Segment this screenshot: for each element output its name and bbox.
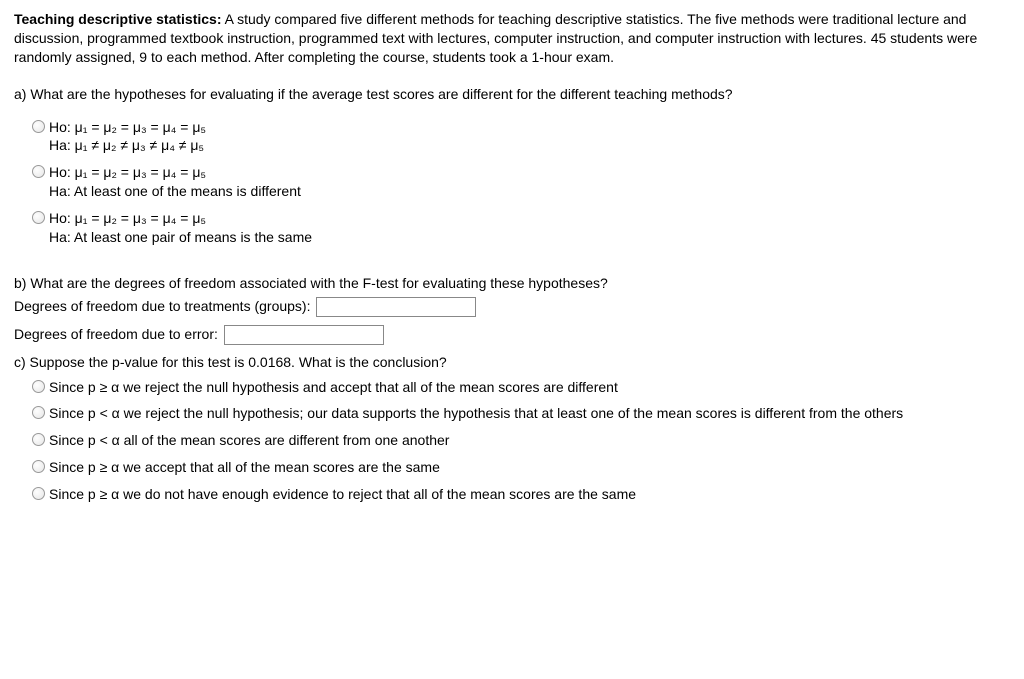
df-treatments-input[interactable] <box>316 297 476 317</box>
option-a3-ha: Ha: At least one pair of means is the sa… <box>49 229 312 245</box>
part-b-question: b) What are the degrees of freedom assoc… <box>14 274 1010 293</box>
option-a2-ho: Ho: μ₁ = μ₂ = μ₃ = μ₄ = μ₅ <box>49 164 206 180</box>
radio-c1[interactable] <box>32 380 45 393</box>
option-a1-ho: Ho: μ₁ = μ₂ = μ₃ = μ₄ = μ₅ <box>49 119 206 135</box>
part-c-options: Since p ≥ α we reject the null hypothesi… <box>32 378 1010 504</box>
option-a1-text: Ho: μ₁ = μ₂ = μ₃ = μ₄ = μ₅ Ha: μ₁ ≠ μ₂ ≠… <box>49 118 1010 156</box>
option-a2-text: Ho: μ₁ = μ₂ = μ₃ = μ₄ = μ₅ Ha: At least … <box>49 163 1010 201</box>
part-a-options: Ho: μ₁ = μ₂ = μ₃ = μ₄ = μ₅ Ha: μ₁ ≠ μ₂ ≠… <box>32 118 1010 247</box>
option-a1-ha: Ha: μ₁ ≠ μ₂ ≠ μ₃ ≠ μ₄ ≠ μ₅ <box>49 137 204 153</box>
intro-paragraph: Teaching descriptive statistics: A study… <box>14 10 1010 67</box>
option-c1-text: Since p ≥ α we reject the null hypothesi… <box>49 378 1010 397</box>
part-a-question: a) What are the hypotheses for evaluatin… <box>14 85 1010 104</box>
option-c2-text: Since p < α we reject the null hypothesi… <box>49 404 1010 423</box>
option-c3-text: Since p < α all of the mean scores are d… <box>49 431 1010 450</box>
part-c-question: c) Suppose the p-value for this test is … <box>14 353 1010 372</box>
radio-c4[interactable] <box>32 460 45 473</box>
intro-title: Teaching descriptive statistics: <box>14 11 221 27</box>
radio-a2[interactable] <box>32 165 45 178</box>
radio-c3[interactable] <box>32 433 45 446</box>
radio-c5[interactable] <box>32 487 45 500</box>
option-a3-ho: Ho: μ₁ = μ₂ = μ₃ = μ₄ = μ₅ <box>49 210 206 226</box>
df-error-input[interactable] <box>224 325 384 345</box>
radio-a1[interactable] <box>32 120 45 133</box>
option-a2-ha: Ha: At least one of the means is differe… <box>49 183 301 199</box>
radio-c2[interactable] <box>32 406 45 419</box>
option-a3-text: Ho: μ₁ = μ₂ = μ₃ = μ₄ = μ₅ Ha: At least … <box>49 209 1010 247</box>
df-error-label: Degrees of freedom due to error: <box>14 325 218 344</box>
option-c5-text: Since p ≥ α we do not have enough eviden… <box>49 485 1010 504</box>
radio-a3[interactable] <box>32 211 45 224</box>
df-treatments-label: Degrees of freedom due to treatments (gr… <box>14 297 310 316</box>
option-c4-text: Since p ≥ α we accept that all of the me… <box>49 458 1010 477</box>
